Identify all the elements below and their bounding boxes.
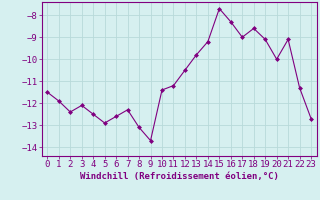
X-axis label: Windchill (Refroidissement éolien,°C): Windchill (Refroidissement éolien,°C) xyxy=(80,172,279,181)
